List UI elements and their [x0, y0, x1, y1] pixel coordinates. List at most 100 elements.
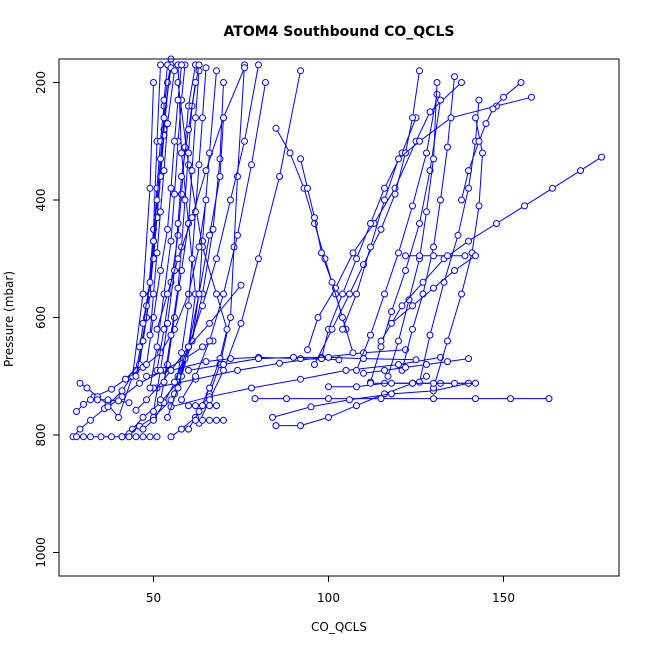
data-point — [479, 149, 486, 157]
data-point — [342, 366, 350, 374]
data-point — [118, 433, 126, 441]
data-point — [146, 184, 154, 192]
data-point — [216, 355, 224, 363]
series-line — [198, 70, 301, 424]
data-point — [444, 358, 451, 366]
data-point — [318, 249, 325, 257]
series-layer — [69, 55, 605, 441]
data-point — [416, 220, 423, 227]
data-point — [339, 290, 346, 298]
data-point — [426, 331, 434, 339]
data-point — [416, 137, 423, 145]
data-point — [325, 353, 332, 361]
data-point — [367, 331, 374, 339]
data-point — [146, 278, 154, 286]
data-point — [430, 243, 437, 251]
data-point — [283, 395, 290, 403]
data-point — [150, 237, 157, 245]
series-45 — [297, 155, 357, 357]
data-point — [139, 319, 147, 327]
data-point — [160, 96, 168, 104]
data-point — [167, 237, 175, 245]
data-point — [178, 396, 185, 404]
data-point — [339, 325, 346, 333]
data-point — [153, 196, 161, 204]
data-point — [150, 290, 157, 298]
data-point — [465, 184, 472, 192]
data-point — [475, 96, 483, 104]
data-point — [223, 325, 231, 333]
series-41 — [398, 73, 458, 374]
data-point — [146, 331, 154, 339]
data-point — [255, 355, 262, 363]
data-point — [195, 61, 203, 69]
data-point — [549, 184, 556, 192]
y-tick-label: 200 — [34, 71, 48, 94]
data-point — [528, 93, 535, 101]
data-point — [234, 231, 241, 239]
data-point — [157, 155, 164, 163]
x-tick-label: 150 — [492, 591, 515, 605]
series-line — [342, 96, 532, 330]
x-tick-label: 100 — [317, 591, 340, 605]
data-point — [192, 79, 199, 86]
series-53 — [185, 353, 420, 374]
data-point — [206, 402, 213, 410]
data-point — [171, 378, 178, 386]
data-point — [381, 196, 388, 204]
data-point — [139, 290, 147, 298]
data-point — [192, 402, 199, 410]
data-point — [517, 79, 525, 86]
data-point — [146, 384, 154, 392]
data-point — [80, 400, 87, 408]
data-point — [353, 366, 360, 374]
data-point — [325, 413, 332, 421]
data-point — [157, 61, 164, 69]
data-point — [174, 384, 182, 392]
data-point — [171, 190, 178, 198]
series-21 — [160, 61, 203, 386]
data-point — [220, 290, 227, 298]
data-point — [195, 67, 203, 75]
data-point — [381, 390, 388, 398]
data-point — [202, 196, 210, 204]
data-point — [202, 358, 210, 366]
series-23 — [150, 79, 199, 415]
data-point — [153, 343, 161, 351]
data-point — [388, 390, 395, 398]
data-point — [94, 396, 101, 404]
data-point — [237, 319, 245, 327]
data-point — [188, 255, 196, 263]
data-point — [307, 403, 315, 411]
data-point — [167, 366, 175, 374]
data-point — [185, 290, 192, 298]
data-point — [458, 196, 465, 204]
data-point — [507, 395, 514, 403]
data-point — [178, 61, 185, 69]
series-line — [356, 94, 438, 371]
data-point — [97, 433, 105, 441]
data-point — [132, 372, 140, 380]
data-point — [174, 220, 182, 227]
data-point — [150, 79, 157, 86]
data-point — [248, 384, 255, 392]
data-point — [272, 422, 280, 430]
data-point — [318, 355, 325, 363]
data-point — [139, 413, 147, 421]
series-28 — [171, 61, 262, 386]
data-point — [160, 167, 168, 175]
series-line — [149, 64, 186, 389]
data-point — [185, 343, 192, 351]
data-point — [199, 302, 206, 310]
data-point — [87, 416, 94, 424]
series-25 — [139, 64, 175, 327]
y-axis-label: Pressure (mbar) — [2, 271, 16, 367]
plot-frame — [58, 58, 620, 577]
data-point — [237, 281, 245, 289]
data-point — [227, 314, 234, 321]
data-point — [185, 366, 192, 374]
series-35 — [304, 79, 465, 354]
data-point — [181, 196, 189, 204]
data-point — [482, 120, 490, 128]
series-line — [275, 128, 347, 330]
